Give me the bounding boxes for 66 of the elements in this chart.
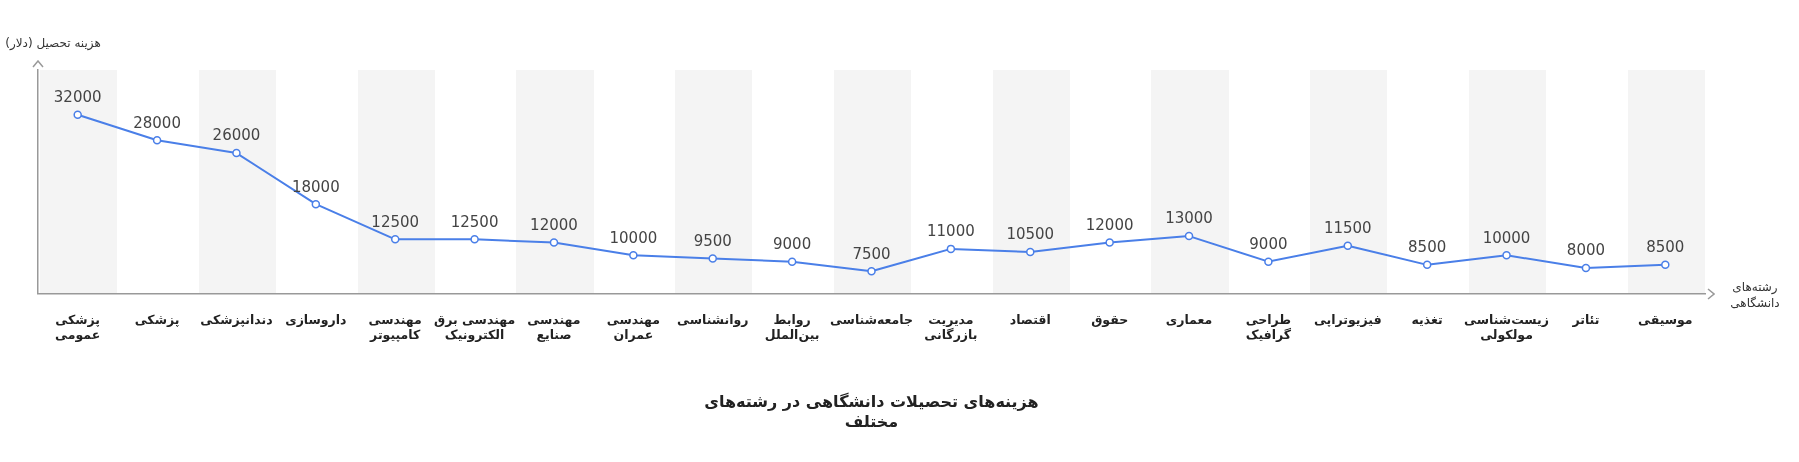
data-label: 13000	[1165, 209, 1213, 228]
x-tick-label: جامعه‌شناسی	[829, 312, 914, 328]
x-tick-label: معماری	[1165, 312, 1213, 328]
data-label: 12500	[371, 212, 420, 231]
point	[73, 110, 82, 119]
data-label: 12500	[450, 212, 499, 231]
x-tick-label: پزشکی	[134, 312, 180, 328]
data-label: 32000	[53, 88, 102, 107]
point	[1184, 231, 1194, 241]
x-tick-label: مهندسی صنایع	[527, 312, 581, 343]
data-label: 10500	[1006, 225, 1055, 244]
x-tick-label: مهندسی عمران	[606, 312, 660, 343]
text: هزینه‌های تحصیلات دانشگاهی در رشته‌های مختلف	[704, 392, 1039, 431]
data-label: 12000	[1085, 215, 1134, 234]
point	[629, 251, 638, 260]
x-tick-label: مدیریت بازرگانی	[924, 312, 978, 343]
x-tick-label: فیزیوتراپی	[1313, 312, 1382, 328]
point	[1661, 260, 1670, 270]
point	[1343, 241, 1353, 250]
point	[1026, 247, 1035, 257]
point	[311, 199, 321, 209]
data-label: 11000	[927, 222, 975, 241]
point	[1105, 238, 1114, 247]
point	[787, 257, 797, 266]
x-tick-label: تغذیه	[1411, 312, 1443, 328]
x-tick-label: داروسازی	[285, 312, 347, 328]
data-label: 9500	[693, 231, 732, 250]
data-label: 10000	[1482, 228, 1531, 247]
point	[867, 266, 876, 276]
point	[152, 136, 162, 145]
x-tick-label: موسیقی	[1638, 312, 1693, 328]
x-tick-label: دندانپزشکی	[200, 312, 273, 328]
point	[1422, 260, 1432, 270]
data-label: 12000	[530, 215, 578, 234]
x-tick-label: تئاتر	[1571, 312, 1600, 328]
x-tick-label: مهندسی کامپیوتر	[368, 312, 422, 343]
x-tick-label: مهندسی برق الکترونیک	[433, 312, 516, 343]
data-label: 9000	[1249, 235, 1288, 254]
x-axis-title: رشته‌های دانشگاهی	[1730, 279, 1780, 310]
point	[470, 235, 479, 244]
point	[946, 244, 956, 254]
y-axis-title: هزینه تحصیل (دلار)	[5, 36, 101, 52]
x-tick-label: روابط بین‌الملل	[764, 312, 820, 343]
x-tick-label: روانشناسی	[677, 312, 749, 328]
point	[708, 254, 717, 263]
data-label: 7500	[852, 244, 891, 263]
point	[390, 235, 400, 244]
point	[1581, 263, 1591, 273]
data-label: 18000	[291, 177, 340, 196]
data-label: 8500	[1408, 238, 1447, 257]
point	[1502, 251, 1511, 260]
x-tick-label: پزشکی عمومی	[55, 312, 101, 343]
x-tick-label: اقتصاد	[1009, 312, 1051, 328]
point	[1264, 257, 1273, 266]
data-label: 8500	[1646, 238, 1685, 257]
point	[549, 238, 559, 247]
data-label: 9000	[773, 235, 812, 254]
data-label: 28000	[133, 113, 181, 132]
point	[232, 148, 241, 158]
x-tick-label: طراحی گرافیک	[1245, 312, 1292, 343]
x-tick-label: زیست‌شناسی مولکولی	[1464, 312, 1549, 343]
data-label: 26000	[212, 126, 261, 145]
data-label: 11500	[1323, 219, 1372, 238]
x-tick-label: حقوق	[1091, 312, 1129, 328]
data-label: 10000	[609, 228, 658, 247]
data-label: 8000	[1566, 241, 1606, 260]
